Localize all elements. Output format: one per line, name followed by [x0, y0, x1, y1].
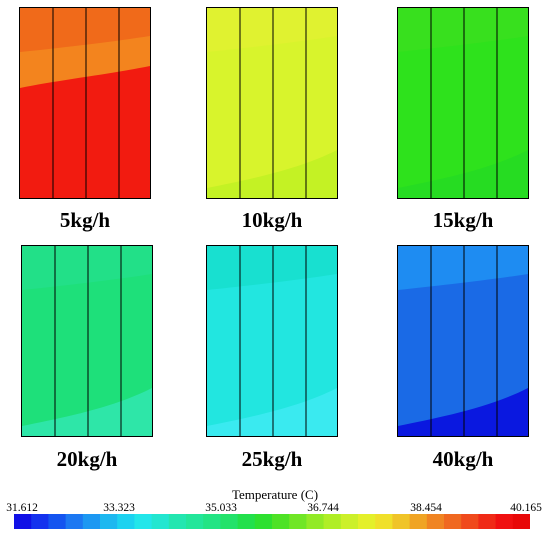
- colorbar-segment: [392, 514, 411, 529]
- colorbar-segment: [14, 514, 32, 529]
- colorbar-segment: [254, 514, 273, 529]
- colorbar-segment: [478, 514, 497, 529]
- colorbar-segment: [203, 514, 221, 529]
- colorbar-segment: [48, 514, 67, 529]
- panel-label-25kgh: 25kg/h: [241, 447, 303, 471]
- contour-panel-15kgh: [397, 7, 529, 199]
- colorbar-segment: [31, 514, 49, 529]
- colorbar-segment: [461, 514, 479, 529]
- colorbar-segment: [289, 514, 307, 529]
- contour-panel-5kgh: [19, 7, 151, 199]
- colorbar-segment: [134, 514, 153, 529]
- colorbar-segment: [237, 514, 256, 529]
- colorbar-segment: [358, 514, 376, 529]
- colorbar-segment: [375, 514, 393, 529]
- colorbar-segment: [426, 514, 445, 529]
- panel-label-5kgh: 5kg/h: [59, 208, 111, 232]
- colorbar-segment: [220, 514, 239, 529]
- colorbar-segment: [186, 514, 204, 529]
- legend-tick-1: 33.323: [103, 502, 135, 514]
- colorbar-segment: [117, 514, 135, 529]
- legend-tick-5: 40.165: [510, 502, 542, 514]
- colorbar-segment: [65, 514, 84, 529]
- panel-label-20kgh: 20kg/h: [56, 447, 118, 471]
- legend-tick-4: 38.454: [410, 502, 442, 514]
- contour-band-bottom: [20, 66, 150, 198]
- legend-tick-2: 35.033: [205, 502, 237, 514]
- colorbar-segment: [444, 514, 462, 529]
- colorbar-segment: [495, 514, 514, 529]
- temperature-colorbar: [14, 514, 531, 529]
- colorbar-segment: [409, 514, 428, 529]
- colorbar-segment: [272, 514, 290, 529]
- legend-tick-0: 31.612: [6, 502, 38, 514]
- colorbar-segment: [323, 514, 342, 529]
- legend-title: Temperature (C): [231, 487, 319, 502]
- panel-label-10kgh: 10kg/h: [241, 208, 303, 232]
- colorbar-segment: [82, 514, 101, 529]
- colorbar-segment: [151, 514, 170, 529]
- contour-panel-25kgh: [206, 245, 338, 437]
- contour-panel-40kgh: [397, 245, 529, 437]
- panel-label-15kgh: 15kg/h: [432, 208, 494, 232]
- panel-label-40kgh: 40kg/h: [432, 447, 494, 471]
- contour-panel-10kgh: [206, 7, 338, 199]
- colorbar-segment: [168, 514, 187, 529]
- colorbar-segment: [512, 514, 531, 529]
- colorbar-segment: [306, 514, 325, 529]
- colorbar-segment: [340, 514, 359, 529]
- colorbar-segment: [100, 514, 118, 529]
- contour-panel-20kgh: [21, 245, 153, 437]
- legend-tick-3: 36.744: [307, 502, 339, 514]
